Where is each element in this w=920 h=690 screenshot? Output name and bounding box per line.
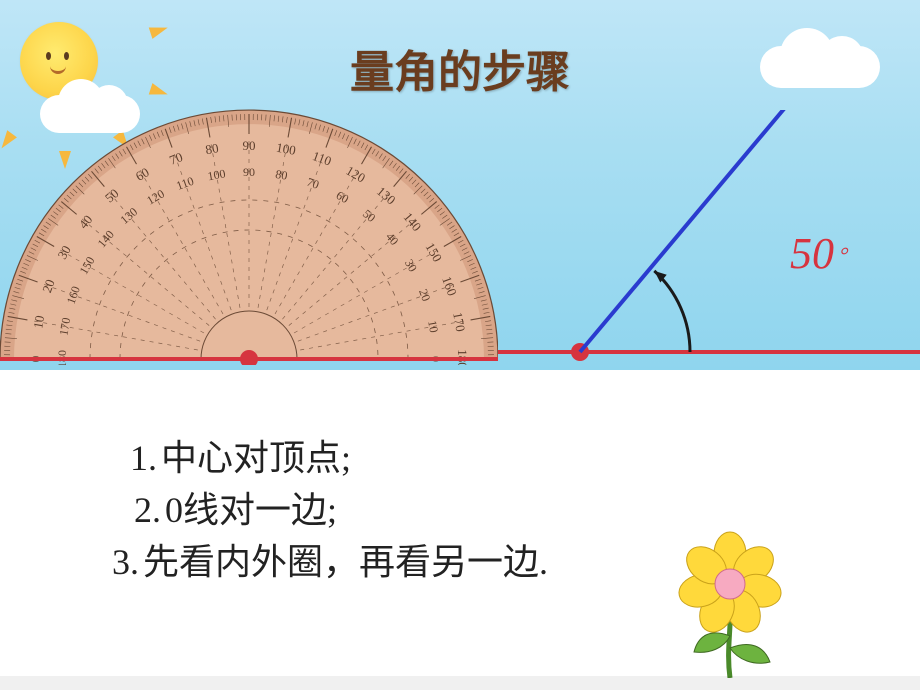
step-1-num: 1. [130, 438, 157, 478]
footer-bar [0, 676, 920, 690]
angle-value: 50 [790, 229, 834, 278]
angle-label: 50。 [790, 228, 862, 279]
step-3: 3.先看内外圈，再看另一边. [112, 536, 548, 588]
step-1: 1.中心对顶点; [130, 432, 548, 484]
page-title: 量角的步骤 [0, 36, 920, 100]
protractor: 0180101702016030150401405013060120701108… [0, 105, 498, 365]
step-1-text: 中心对顶点; [161, 438, 351, 478]
step-2-text: 0线对一边; [165, 490, 337, 530]
steps-list: 1.中心对顶点; 2.0线对一边; 3.先看内外圈，再看另一边. [130, 432, 548, 589]
flower-icon [660, 528, 800, 678]
angle-unit: 。 [840, 233, 862, 258]
svg-text:10: 10 [30, 314, 47, 329]
step-2: 2.0线对一边; [134, 484, 548, 536]
svg-text:80: 80 [204, 140, 219, 157]
step-2-num: 2. [134, 490, 161, 530]
angle-diagram [560, 110, 920, 370]
step-3-num: 3. [112, 542, 139, 582]
step-3-text: 先看内外圈，再看另一边. [143, 542, 548, 582]
